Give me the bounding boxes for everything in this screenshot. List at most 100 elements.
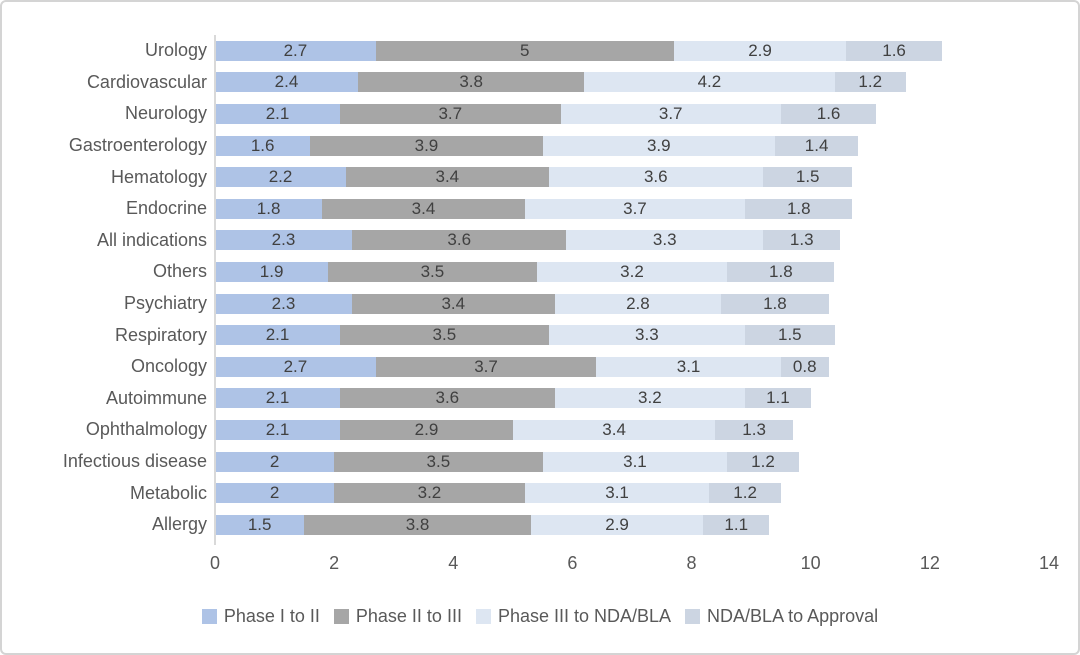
- chart-row: Respiratory 2.1 3.5 3.3 1.5: [2, 319, 1078, 351]
- bar-segment[interactable]: 2.1: [215, 419, 341, 440]
- bar-value-label: 1.5: [778, 325, 802, 345]
- bar-segment[interactable]: 3.1: [596, 356, 781, 377]
- bar-value-label: 1.6: [250, 135, 275, 155]
- bar-segment[interactable]: 3.9: [542, 135, 775, 156]
- category-label: Respiratory: [114, 324, 207, 345]
- bar-segment[interactable]: 3.2: [554, 388, 746, 409]
- bar-segment[interactable]: 2.2: [215, 167, 347, 188]
- bar-segment[interactable]: 3.1: [542, 451, 728, 472]
- bar-segment[interactable]: 2.9: [673, 40, 847, 61]
- bar-segment[interactable]: 3.9: [310, 135, 543, 156]
- bar-value-label: 3.4: [602, 419, 626, 439]
- bar-segment[interactable]: 2.1: [215, 325, 341, 346]
- bar-value-label: 3.3: [652, 230, 677, 250]
- bar-segment[interactable]: 3.4: [352, 293, 555, 314]
- bar-value-label: 2.9: [414, 419, 439, 439]
- bar-segment[interactable]: 2.9: [340, 419, 513, 440]
- bar-segment[interactable]: 1.1: [745, 388, 811, 409]
- category-label: Metabolic: [129, 482, 207, 503]
- bar-value-label: 1.8: [256, 198, 281, 218]
- bar-segment[interactable]: 2.9: [530, 514, 704, 535]
- bar-segment[interactable]: 1.6: [780, 103, 877, 124]
- legend-item[interactable]: Phase I to II: [201, 606, 320, 627]
- bar-segment[interactable]: 1.1: [703, 514, 769, 535]
- bar-segment[interactable]: 3.2: [536, 261, 728, 282]
- bar-segment[interactable]: 1.3: [715, 419, 793, 440]
- x-tick-label: 8: [686, 553, 697, 573]
- x-tick-label: 10: [800, 553, 821, 573]
- bar-segment[interactable]: 3.7: [524, 198, 746, 219]
- bar-segment[interactable]: 2: [215, 451, 335, 472]
- bar-segment[interactable]: 3.7: [340, 103, 561, 124]
- bar-stack: 2.7 3.7 3.1 0.8: [215, 356, 829, 377]
- legend-swatch-icon: [475, 609, 491, 624]
- bar-value-label: 2.3: [271, 293, 296, 313]
- bar-segment[interactable]: 3.4: [512, 419, 716, 440]
- bar-segment[interactable]: 1.5: [215, 514, 305, 535]
- bar-segment[interactable]: 3.5: [328, 261, 537, 282]
- bar-segment[interactable]: 3.6: [548, 167, 764, 188]
- bar-stack: 1.5 3.8 2.9 1.1: [215, 514, 769, 535]
- bar-segment[interactable]: 2.3: [215, 230, 352, 251]
- bar-segment[interactable]: 1.8: [721, 293, 829, 314]
- legend-label: NDA/BLA to Approval: [707, 606, 879, 626]
- bar-segment[interactable]: 4.2: [584, 72, 835, 93]
- bar-segment[interactable]: 1.6: [846, 40, 942, 61]
- bar-segment[interactable]: 3.7: [560, 103, 781, 124]
- bar-segment[interactable]: 1.2: [727, 451, 799, 472]
- bar-value-label: 3.9: [414, 135, 439, 155]
- bar-segment[interactable]: 2.1: [215, 103, 341, 124]
- bar-value-label: 2.9: [605, 514, 629, 534]
- bar-segment[interactable]: 3.2: [334, 483, 525, 504]
- bar-stack: 1.9 3.5 3.2 1.8: [215, 261, 835, 282]
- bar-segment[interactable]: 3.5: [334, 451, 543, 472]
- bar-segment[interactable]: 3.6: [352, 230, 567, 251]
- chart-row: Neurology 2.1 3.7 3.7 1.6: [2, 98, 1078, 130]
- bar-value-label: 1.3: [789, 230, 814, 250]
- bar-segment[interactable]: 2.8: [554, 293, 722, 314]
- chart-row: Ophthalmology 2.1 2.9 3.4 1.3: [2, 414, 1078, 446]
- bar-segment[interactable]: 3.5: [340, 325, 549, 346]
- bar-segment[interactable]: 1.5: [745, 325, 835, 346]
- bar-segment[interactable]: 1.4: [774, 135, 859, 156]
- bar-value-label: 3.6: [643, 167, 668, 187]
- bar-segment[interactable]: 3.3: [548, 325, 746, 346]
- bar-value-label: 3.1: [623, 451, 647, 471]
- bar-value-label: 2.1: [265, 388, 290, 408]
- bar-value-label: 3.7: [658, 103, 683, 123]
- bar-value-label: 3.8: [459, 72, 483, 92]
- bar-segment[interactable]: 5: [375, 40, 674, 61]
- bar-segment[interactable]: 3.4: [322, 198, 525, 219]
- bar-segment[interactable]: 2: [215, 483, 335, 504]
- bar-segment[interactable]: 2.7: [215, 40, 376, 61]
- bar-segment[interactable]: 2.1: [215, 388, 341, 409]
- bar-segment[interactable]: 3.4: [346, 167, 549, 188]
- chart-row: Endocrine 1.8 3.4 3.7 1.8: [2, 193, 1078, 225]
- bar-segment[interactable]: 1.8: [215, 198, 323, 219]
- bar-segment[interactable]: 1.5: [763, 167, 853, 188]
- bar-value-label: 3.4: [441, 293, 466, 313]
- bar-segment[interactable]: 0.8: [780, 356, 829, 377]
- bar-segment[interactable]: 1.3: [763, 230, 841, 251]
- bar-segment[interactable]: 3.7: [375, 356, 597, 377]
- bar-segment[interactable]: 1.2: [709, 483, 781, 504]
- bar-segment[interactable]: 3.1: [524, 483, 710, 504]
- legend-item[interactable]: Phase II to III: [333, 606, 462, 627]
- bar-segment[interactable]: 2.7: [215, 356, 376, 377]
- bar-segment[interactable]: 2.3: [215, 293, 352, 314]
- bar-segment[interactable]: 1.8: [727, 261, 835, 282]
- category-label: Neurology: [124, 103, 207, 124]
- bar-segment[interactable]: 3.3: [566, 230, 764, 251]
- bar-segment[interactable]: 3.6: [340, 388, 555, 409]
- bar-segment[interactable]: 1.2: [834, 72, 906, 93]
- bar-segment[interactable]: 1.8: [745, 198, 853, 219]
- category-label: Autoimmune: [105, 387, 207, 408]
- bar-segment[interactable]: 1.6: [215, 135, 311, 156]
- bar-segment[interactable]: 3.8: [357, 72, 585, 93]
- legend-item[interactable]: Phase III to NDA/BLA: [475, 606, 671, 627]
- bar-segment[interactable]: 1.9: [215, 261, 329, 282]
- bar-segment[interactable]: 3.8: [304, 514, 531, 535]
- chart-row: Oncology 2.7 3.7 3.1 0.8: [2, 351, 1078, 383]
- bar-segment[interactable]: 2.4: [215, 72, 358, 93]
- legend-item[interactable]: NDA/BLA to Approval: [685, 606, 878, 627]
